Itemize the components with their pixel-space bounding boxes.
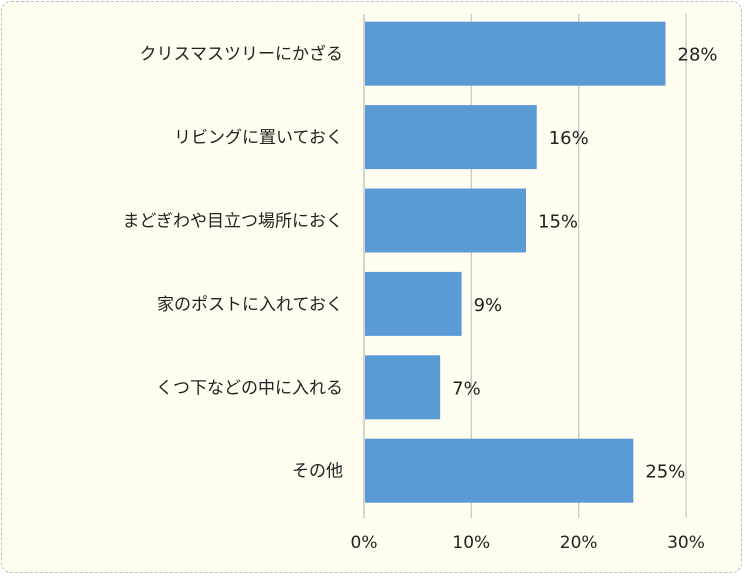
bar — [365, 355, 441, 420]
category-label: リビングに置いておく — [174, 128, 343, 148]
category-label: くつ下などの中に入れる — [156, 378, 343, 398]
category-label: その他 — [292, 462, 343, 482]
x-tick-label: 20% — [560, 533, 598, 553]
data-label: 16% — [549, 128, 589, 149]
x-tick-label: 10% — [452, 533, 490, 553]
data-label: 9% — [474, 295, 503, 316]
x-tick-labels: 0% 10% 20% 30% — [351, 533, 705, 553]
x-tick-label: 30% — [667, 533, 705, 553]
data-labels: 28% 16% 15% 9% 7% 25% — [452, 45, 717, 483]
bar — [365, 105, 537, 170]
category-label: 家のポストに入れておく — [157, 295, 343, 315]
category-labels: クリスマスツリーにかざるリビングに置いておくまどぎわや目立つ場所におく家のポスト… — [123, 44, 344, 482]
category-label: クリスマスツリーにかざる — [140, 44, 344, 65]
data-label: 7% — [452, 378, 481, 399]
data-label: 25% — [645, 462, 685, 483]
bar — [365, 271, 462, 336]
data-label: 15% — [538, 212, 578, 233]
bars — [365, 21, 666, 503]
gridlines — [363, 14, 687, 518]
bar — [365, 438, 634, 503]
data-label: 28% — [678, 45, 718, 66]
x-tick-label: 0% — [351, 533, 378, 553]
bar — [365, 21, 666, 86]
bar — [365, 188, 526, 253]
category-label: まどぎわや目立つ場所におく — [123, 212, 344, 232]
